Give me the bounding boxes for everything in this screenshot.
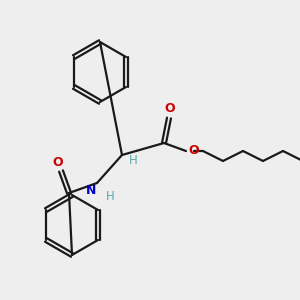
Text: O: O bbox=[188, 143, 199, 157]
Text: O: O bbox=[53, 155, 63, 169]
Text: N: N bbox=[85, 184, 96, 197]
Text: H: H bbox=[129, 154, 138, 166]
Text: H: H bbox=[106, 190, 115, 203]
Text: O: O bbox=[165, 103, 175, 116]
